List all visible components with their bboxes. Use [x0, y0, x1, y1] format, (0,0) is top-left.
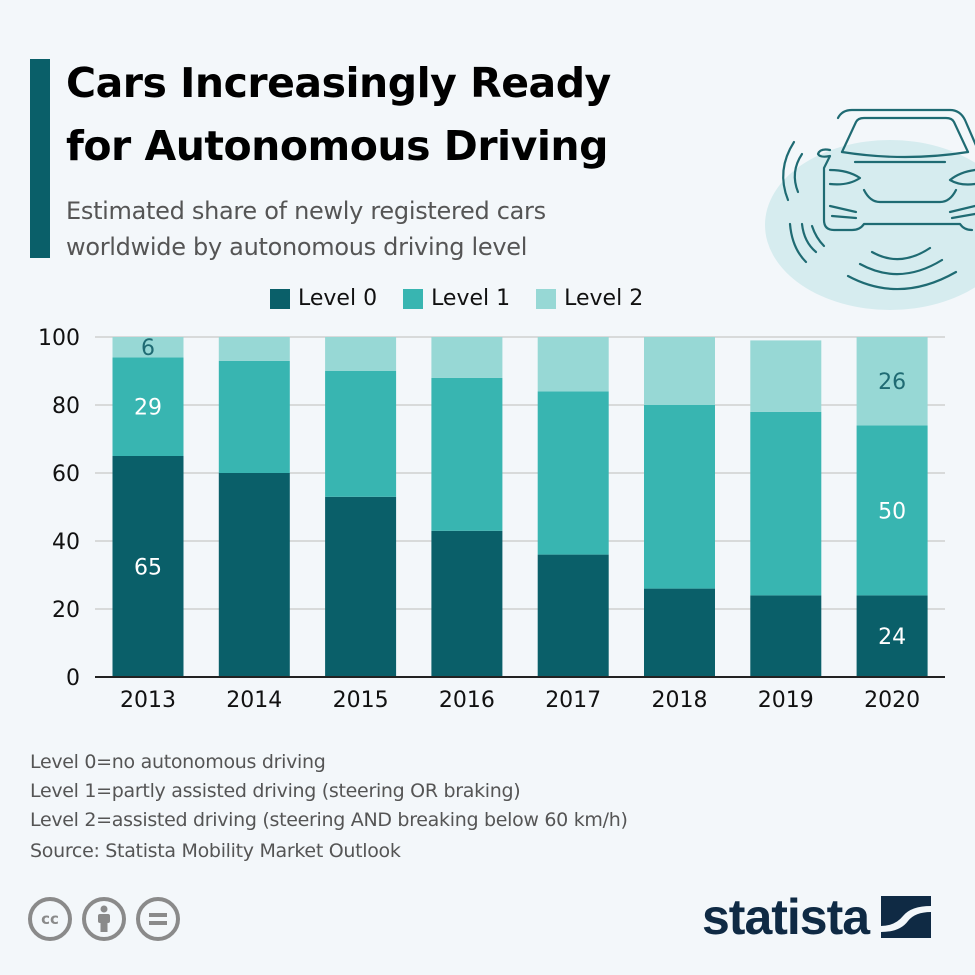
x-tick-label: 2014	[226, 688, 282, 713]
bar-segment-level-0	[537, 554, 609, 677]
x-tick-label: 2020	[864, 688, 920, 713]
note-level-0: Level 0=no autonomous driving	[30, 751, 326, 773]
chart-subtitle: Estimated share of newly registered cars…	[66, 193, 546, 265]
x-tick-label: 2017	[545, 688, 601, 713]
bar-segment-level-1	[537, 391, 609, 555]
subtitle-line-1: Estimated share of newly registered cars	[66, 197, 546, 225]
bar-segment-level-2	[537, 337, 609, 392]
legend-label: Level 0	[298, 286, 378, 311]
legend-swatch-level-2	[536, 288, 557, 309]
person-icon	[98, 905, 110, 932]
note-level-2: Level 2=assisted driving (steering AND b…	[30, 809, 628, 831]
bar-segment-level-1	[218, 360, 290, 473]
title-line-2: for Autonomous Driving	[66, 122, 608, 170]
legend-item-level-1: Level 1	[403, 286, 510, 311]
bar-segment-level-0	[325, 496, 397, 677]
bar-segment-level-2	[644, 337, 715, 405]
subtitle-line-2: worldwide by autonomous driving level	[66, 233, 528, 261]
bar-segment-level-0	[750, 595, 822, 677]
legend-swatch-level-0	[270, 288, 290, 309]
x-tick-label: 2013	[120, 688, 176, 713]
data-label: 24	[878, 625, 906, 650]
x-tick-label: 2015	[333, 688, 389, 713]
bar-segment-level-1	[644, 405, 715, 589]
equals-icon	[149, 913, 167, 925]
stacked-bar-chart: 0 20 40 60 80 100 2013 2014 2015 2016 2017 2018 2019…	[38, 326, 945, 713]
y-tick-label: 60	[52, 462, 80, 487]
bar-segment-level-0	[856, 595, 928, 677]
data-label: 50	[878, 499, 906, 524]
title-line-1: Cars Increasingly Ready	[66, 59, 611, 107]
license-icons: cc	[28, 897, 180, 941]
x-tick-label: 2019	[758, 688, 814, 713]
statista-logo-mark-icon	[881, 896, 932, 938]
creative-commons-icon[interactable]: cc	[28, 897, 72, 941]
autonomous-car-illustration-icon	[765, 108, 975, 310]
legend-item-level-0: Level 0	[270, 286, 377, 311]
y-tick-label: 80	[52, 394, 80, 419]
bar-segment-level-1	[325, 371, 397, 497]
chart-legend: Level 0 Level 1 Level 2	[270, 286, 643, 311]
chart-title: Cars Increasingly Ready for Autonomous D…	[66, 52, 611, 178]
x-tick-label: 2016	[439, 688, 495, 713]
chart-notes: Level 0=no autonomous driving Level 1=pa…	[30, 748, 628, 866]
legend-swatch-level-1	[403, 288, 424, 309]
title-accent-bar	[30, 59, 50, 258]
x-tick-label: 2018	[652, 688, 708, 713]
note-level-1: Level 1=partly assisted driving (steerin…	[30, 780, 521, 802]
y-tick-label: 100	[38, 326, 80, 351]
y-tick-label: 20	[52, 598, 80, 623]
data-label: 29	[134, 396, 162, 421]
source-note: Source: Statista Mobility Market Outlook	[30, 840, 401, 862]
bar-segment-level-0	[112, 456, 184, 677]
cc-text: cc	[41, 910, 59, 928]
bar-segment-level-2	[431, 337, 503, 378]
bar-segment-level-1	[431, 377, 503, 531]
bar-segment-level-0	[644, 588, 715, 677]
bar-segment-level-1	[750, 411, 822, 596]
y-tick-label: 0	[66, 666, 80, 691]
statista-logo[interactable]: statista	[702, 889, 932, 945]
bar-segment-level-2	[856, 337, 928, 426]
legend-item-level-2: Level 2	[536, 286, 643, 311]
bar-segment-level-2	[218, 337, 290, 361]
bar-segment-level-0	[431, 530, 503, 677]
data-label: 6	[141, 336, 155, 361]
statista-logo-text: statista	[702, 889, 870, 945]
legend-label: Level 1	[431, 286, 511, 311]
no-derivatives-icon[interactable]	[136, 897, 180, 941]
attribution-icon[interactable]	[82, 897, 126, 941]
data-label: 65	[134, 556, 162, 581]
bar-segment-level-0	[218, 473, 290, 677]
bar-segment-level-2	[112, 337, 184, 358]
bar-segment-level-1	[112, 357, 184, 456]
y-tick-label: 40	[52, 530, 80, 555]
bar-segment-level-2	[750, 340, 822, 412]
bar-segment-level-1	[856, 425, 928, 596]
data-label: 26	[878, 370, 906, 395]
legend-label: Level 2	[564, 286, 644, 311]
bar-segment-level-2	[325, 337, 397, 371]
